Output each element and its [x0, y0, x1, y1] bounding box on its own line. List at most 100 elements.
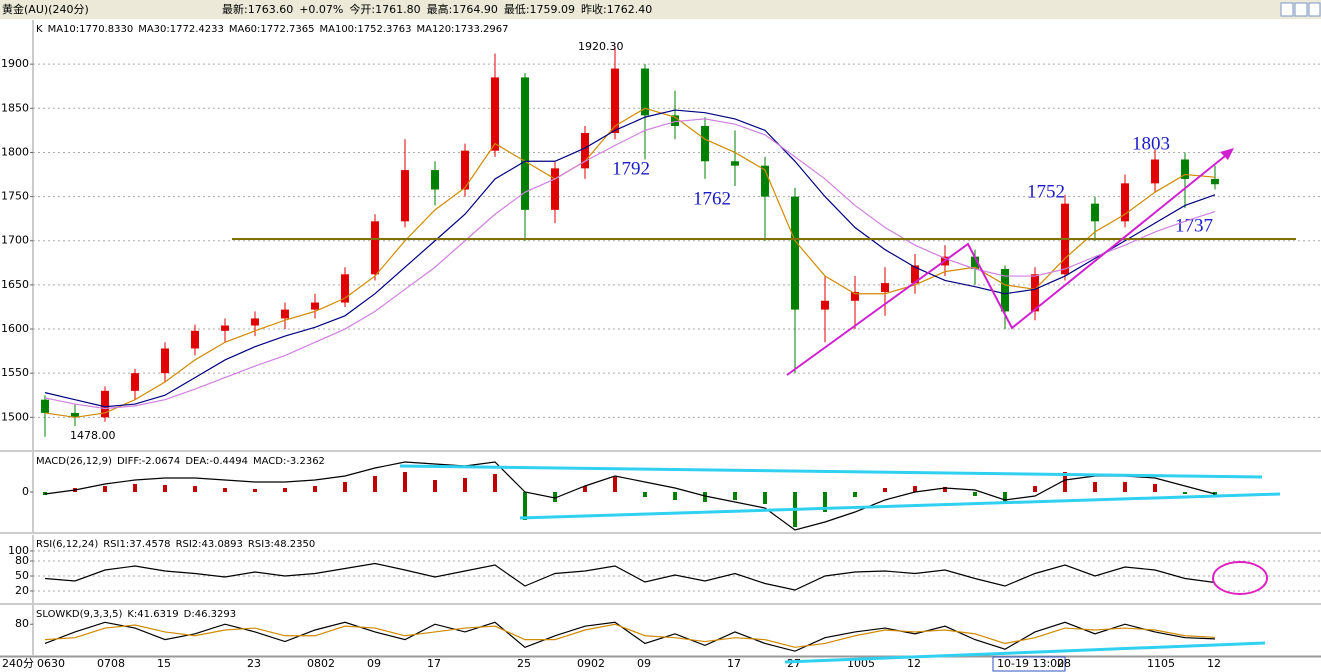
candle-body: [251, 318, 259, 326]
macd-bar: [613, 477, 617, 492]
toolbar-buttons[interactable]: [1280, 2, 1321, 17]
x-tick-label: 25: [517, 657, 531, 670]
candle-body: [71, 412, 79, 418]
y-tick-label: 1800: [1, 145, 29, 158]
legend-item: DIFF:-2.0674: [117, 456, 180, 467]
candle-body: [101, 390, 109, 418]
legend-item: RSI2:43.0893: [176, 539, 243, 550]
x-tick-label: 28: [1057, 657, 1071, 670]
macd-bar: [973, 492, 977, 496]
candle-body: [311, 302, 319, 310]
trend-line: [399, 464, 1263, 479]
macd-bar: [1093, 482, 1097, 492]
candle-body: [281, 309, 289, 319]
macd-bar: [163, 485, 167, 492]
x-tick-label: 15: [157, 657, 171, 670]
macd-bar: [733, 492, 737, 500]
x-tick-label: 0902: [577, 657, 605, 670]
candle-body: [491, 77, 499, 151]
candle-body: [611, 68, 619, 134]
candle-body: [521, 77, 529, 210]
y-tick-label: 1850: [1, 101, 29, 114]
macd-bar: [943, 487, 947, 492]
legend-item: DEA:-0.4494: [185, 456, 248, 467]
quote-label: 今开:: [349, 2, 375, 16]
annotation: 1478.00: [70, 429, 116, 442]
y-tick-label: 20: [15, 584, 29, 597]
trend-line: [519, 492, 1281, 520]
quote-label: 昨收:: [581, 2, 607, 16]
x-tick-label: 09: [367, 657, 381, 670]
x-axis-label: 240分: [2, 657, 34, 670]
x-tick-label: 09: [637, 657, 651, 670]
candle-body: [821, 300, 829, 310]
macd-bar: [703, 492, 707, 502]
title: 黄金(AU)(240分): [2, 2, 89, 16]
annotation: 1803: [1132, 133, 1170, 154]
quote-value: 1761.80: [375, 3, 421, 16]
candle-body: [41, 399, 49, 413]
annotation: 1792: [612, 158, 650, 179]
legend-item: RSI3:48.2350: [248, 539, 315, 550]
candle-body: [1091, 203, 1099, 222]
candle-body: [701, 125, 709, 162]
quote-value: 1759.09: [530, 3, 576, 16]
candle-body: [971, 256, 979, 269]
macd-bar: [373, 476, 377, 492]
button[interactable]: [1280, 2, 1294, 17]
legend-item: MA100:1752.3763: [319, 24, 411, 35]
quote-value: 1764.90: [452, 3, 498, 16]
x-tick-label: 12: [907, 657, 921, 670]
macd-bar: [823, 492, 827, 512]
macd-bar: [283, 488, 287, 492]
macd-bar: [553, 492, 557, 502]
top-bar: [0, 0, 1321, 19]
y-tick-label: 0: [22, 485, 29, 498]
macd-bar: [493, 474, 497, 492]
cursor-box: [992, 656, 1066, 672]
candle-body: [371, 221, 379, 275]
quote-label: 最高:: [427, 2, 453, 16]
legend-item: MACD:-3.2362: [253, 456, 325, 467]
macd-bar: [913, 486, 917, 492]
y-tick-label: 1600: [1, 322, 29, 335]
legend-item: SLOWKD(9,3,3,5): [36, 609, 122, 620]
button[interactable]: [1308, 2, 1321, 17]
macd-bar: [643, 492, 647, 497]
candle-body: [671, 115, 679, 126]
macd-bar: [223, 488, 227, 492]
quote-label: 最低:: [504, 3, 530, 16]
x-tick-label: 1105: [1147, 657, 1175, 670]
y-tick-label: 50: [15, 569, 29, 582]
x-tick-label: 27: [787, 657, 801, 670]
candle-body: [461, 150, 469, 190]
candle-body: [1211, 178, 1219, 185]
candle-body: [161, 348, 169, 374]
series-line: [44, 107, 1216, 418]
legend-item: K:41.6319: [127, 609, 178, 620]
series-line: [44, 118, 1216, 410]
button[interactable]: [1294, 2, 1308, 17]
y-tick-label: 1700: [1, 234, 29, 247]
highlight-circle: [1212, 561, 1268, 595]
arrow-head: [1220, 148, 1234, 160]
y-tick-label: 1500: [1, 410, 29, 423]
quote-value: +0.07%: [299, 3, 343, 16]
candle-body: [851, 291, 859, 301]
candle-body: [341, 274, 349, 303]
macd-bar: [193, 486, 197, 492]
pane-background: [0, 535, 1321, 603]
x-tick-label: 0802: [307, 657, 335, 670]
legend-item: D:46.3293: [184, 609, 236, 620]
macd-bar: [133, 484, 137, 492]
candle-body: [191, 330, 199, 349]
candle-body: [401, 170, 409, 222]
x-tick-label: 12: [1207, 657, 1221, 670]
y-tick-label: 100: [8, 544, 29, 557]
x-tick-label: 17: [427, 657, 441, 670]
candle-body: [761, 165, 769, 197]
candle-body: [1031, 274, 1039, 312]
series-line: [44, 109, 1216, 408]
x-tick-label: 23: [247, 657, 261, 670]
